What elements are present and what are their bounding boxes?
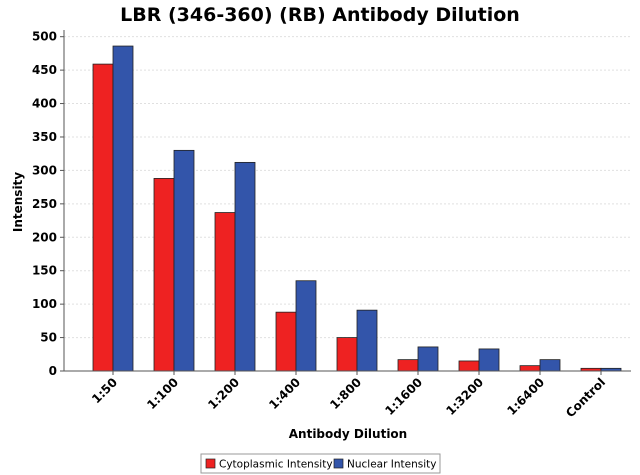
x-tick-label: 1:1600 xyxy=(382,375,425,418)
y-tick-label: 200 xyxy=(32,230,57,244)
axes xyxy=(63,30,631,372)
bar-cytoplasmic-intensity xyxy=(92,63,114,372)
x-tick-label: 1:200 xyxy=(205,375,242,412)
bar-nuclear-intensity xyxy=(295,280,317,372)
y-tick-label: 250 xyxy=(32,197,57,211)
bar-cytoplasmic-intensity xyxy=(153,178,175,372)
legend-swatch xyxy=(205,458,216,469)
bar-cytoplasmic-intensity xyxy=(336,337,358,372)
y-tick-label: 300 xyxy=(32,163,57,177)
x-tick-label: 1:6400 xyxy=(504,375,547,418)
x-tick-label: 1:100 xyxy=(144,375,181,412)
bar-cytoplasmic-intensity xyxy=(275,311,297,372)
bar-cytoplasmic-intensity xyxy=(397,359,419,372)
y-tick-label: 0 xyxy=(49,364,57,378)
x-tick-label: 1:3200 xyxy=(443,375,486,418)
y-tick-label: 50 xyxy=(40,331,57,345)
bar-nuclear-intensity xyxy=(478,348,500,372)
bar-cytoplasmic-intensity xyxy=(458,360,480,372)
bar-cytoplasmic-intensity xyxy=(214,212,236,372)
bar-nuclear-intensity xyxy=(417,346,439,372)
y-tick-label: 350 xyxy=(32,130,57,144)
y-tick-label: 450 xyxy=(32,63,57,77)
bar-nuclear-intensity xyxy=(112,45,134,372)
legend-box xyxy=(200,453,441,474)
legend-label: Nuclear Intensity xyxy=(347,459,436,471)
legend: Cytoplasmic Intensity Nuclear Intensity xyxy=(200,453,441,474)
y-axis-label: Intensity xyxy=(11,172,25,232)
bars xyxy=(92,45,622,372)
chart-title: LBR (346-360) (RB) Antibody Dilution xyxy=(120,4,520,26)
x-tick-label: 1:800 xyxy=(327,375,364,412)
x-tick-label: 1:400 xyxy=(266,375,303,412)
y-tick-label: 150 xyxy=(32,264,57,278)
y-tick-label: 400 xyxy=(32,97,57,111)
x-tick-label: Control xyxy=(563,375,608,420)
bar-nuclear-intensity xyxy=(356,309,378,372)
x-axis-label: Antibody Dilution xyxy=(289,427,407,441)
y-tick-label: 500 xyxy=(32,30,57,44)
gridlines xyxy=(64,36,631,339)
legend-label: Cytoplasmic Intensity xyxy=(219,459,333,471)
x-axis-ticks: 1:50 1:100 1:200 1:400 1:800 1:1600 1:3200 1:64… xyxy=(89,371,608,420)
y-tick-label: 100 xyxy=(32,297,57,311)
bar-nuclear-intensity xyxy=(234,161,256,372)
bar-nuclear-intensity xyxy=(173,149,195,372)
y-axis-ticks: 0 50 100 150 200 250 300 350 400 450 500 xyxy=(32,30,64,378)
bar-nuclear-intensity xyxy=(539,359,561,372)
bar-cytoplasmic-intensity xyxy=(519,365,541,372)
legend-swatch xyxy=(333,458,344,469)
x-tick-label: 1:50 xyxy=(89,375,120,406)
